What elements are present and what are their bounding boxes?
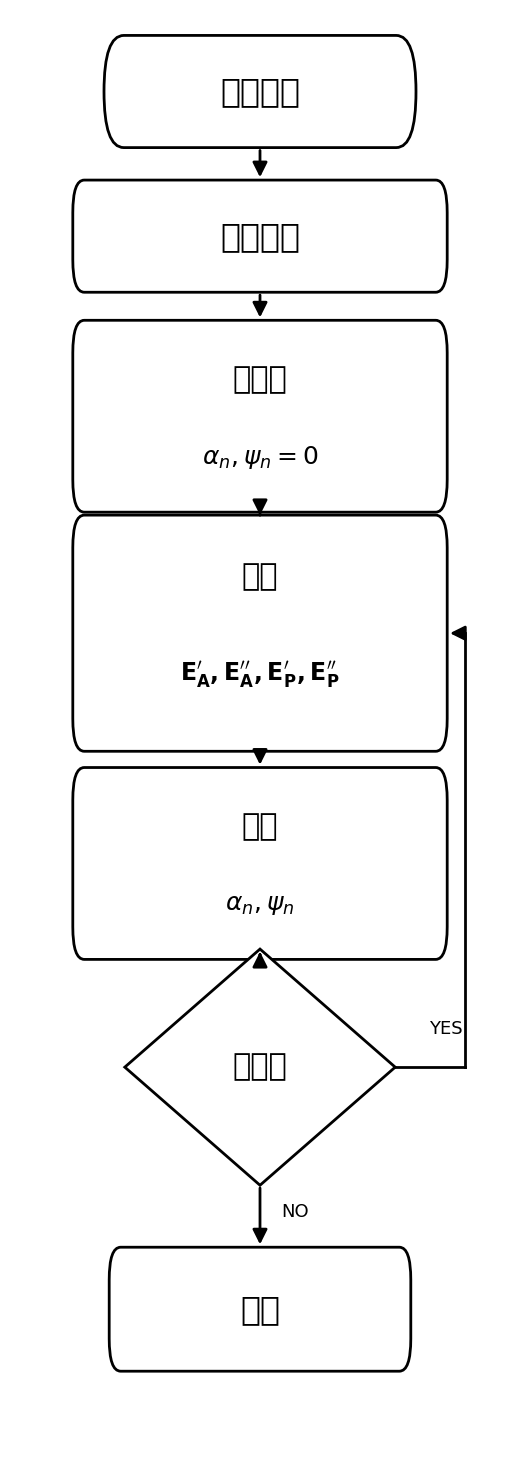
Text: 初始化: 初始化	[232, 365, 288, 394]
FancyBboxPatch shape	[109, 1247, 411, 1371]
FancyBboxPatch shape	[73, 768, 447, 959]
Text: 更新: 更新	[242, 812, 278, 841]
FancyBboxPatch shape	[104, 35, 416, 148]
Text: 数据分块: 数据分块	[220, 220, 300, 252]
Text: 原始数据: 原始数据	[220, 75, 300, 108]
Text: 计算: 计算	[242, 562, 278, 592]
FancyBboxPatch shape	[73, 180, 447, 292]
Text: 输出: 输出	[240, 1293, 280, 1325]
Text: 熘减小: 熘减小	[232, 1052, 288, 1082]
Text: $\alpha_n,\psi_n=0$: $\alpha_n,\psi_n=0$	[202, 444, 318, 471]
Text: $\alpha_n,\psi_n$: $\alpha_n,\psi_n$	[225, 893, 295, 917]
Text: $\mathbf{E_A',E_A'',E_P',E_P''}$: $\mathbf{E_A',E_A'',E_P',E_P''}$	[180, 660, 340, 689]
FancyBboxPatch shape	[73, 515, 447, 751]
FancyBboxPatch shape	[73, 320, 447, 512]
Text: NO: NO	[281, 1203, 308, 1221]
Text: YES: YES	[429, 1020, 463, 1038]
Polygon shape	[125, 949, 395, 1185]
